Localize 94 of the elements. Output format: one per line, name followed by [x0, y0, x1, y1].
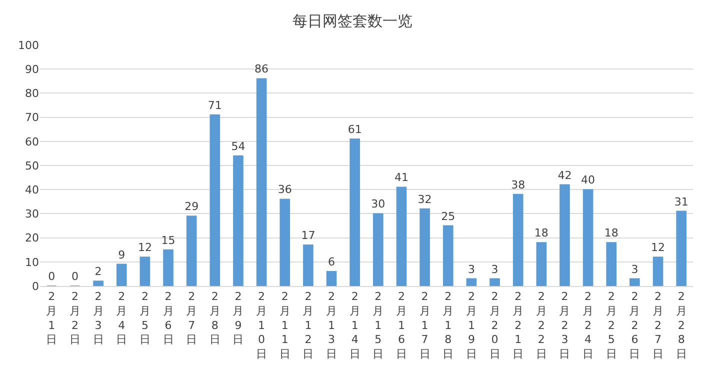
x-tick-label: 2月4日: [116, 290, 128, 346]
x-tick-label: 2月3日: [92, 290, 104, 346]
data-label: 40: [581, 174, 596, 187]
data-label: 31: [674, 195, 688, 208]
data-label: 2: [94, 265, 102, 278]
y-tick-label: 50: [25, 159, 39, 172]
bar: [280, 198, 290, 286]
bar: [210, 114, 220, 286]
x-tick-label: 2月8日: [209, 290, 220, 346]
data-label: 0: [48, 270, 56, 283]
bar: [140, 256, 150, 286]
y-tick-label: 40: [25, 183, 39, 196]
x-tick-label: 2月6日: [162, 290, 174, 346]
x-tick-label: 2月11日: [279, 290, 290, 360]
x-tick-label: 2月20日: [489, 290, 500, 360]
x-tick-label: 2月9日: [232, 290, 244, 346]
x-tick-label: 2月21日: [512, 290, 524, 360]
x-tick-label: 2月12日: [302, 290, 314, 360]
data-label: 15: [161, 234, 176, 247]
bar: [163, 249, 174, 286]
data-label: 71: [208, 98, 222, 112]
x-tick-label: 2月2日: [69, 290, 80, 346]
data-label: 18: [604, 226, 618, 240]
bar: [186, 216, 197, 286]
bar: [676, 210, 686, 286]
x-tick-label: 2月19日: [466, 290, 477, 360]
y-tick-label: 100: [18, 38, 39, 52]
x-tick-label: 2月5日: [139, 290, 150, 346]
data-label: 12: [138, 241, 152, 254]
bar: [256, 78, 267, 286]
data-label: 0: [71, 270, 78, 283]
x-tick-label: 2月26日: [629, 290, 640, 360]
data-label: 36: [278, 183, 292, 196]
bar: [560, 184, 570, 286]
data-label: 32: [418, 192, 432, 206]
data-label: 12: [651, 241, 666, 254]
bar: [630, 278, 640, 286]
x-tick-label: 2月18日: [442, 290, 454, 360]
bar: [512, 194, 524, 286]
y-tick-label: 20: [25, 232, 39, 245]
y-tick-label: 90: [25, 62, 39, 76]
data-label: 3: [631, 262, 638, 276]
x-tick-label: 2月17日: [419, 290, 430, 360]
x-tick-label: 2月23日: [559, 290, 570, 360]
data-label: 18: [534, 226, 548, 240]
bar: [350, 138, 360, 286]
data-label: 3: [491, 262, 498, 276]
data-label: 54: [231, 140, 246, 153]
data-label: 38: [511, 178, 526, 192]
bar: [652, 256, 664, 286]
y-tick-label: 30: [25, 208, 39, 221]
bar: [233, 155, 244, 286]
bar: [303, 244, 314, 286]
x-tick-label: 2月1日: [46, 290, 58, 346]
data-label: 86: [254, 62, 269, 76]
bar: [466, 278, 477, 286]
y-tick-label: 70: [25, 111, 39, 124]
data-label: 29: [184, 200, 199, 214]
y-tick-label: 0: [32, 280, 39, 293]
bar: [326, 271, 337, 286]
x-tick-label: 2月14日: [349, 290, 360, 360]
x-tick-label: 2月25日: [606, 290, 617, 360]
x-tick-label: 2月22日: [536, 290, 547, 360]
data-label: 25: [441, 210, 456, 223]
data-label: 6: [328, 256, 336, 269]
chart-title: 每日网签套数一览: [292, 12, 412, 30]
data-label: 41: [394, 171, 408, 184]
bar: [396, 186, 407, 286]
data-label: 42: [558, 168, 572, 182]
y-tick-label: 80: [25, 87, 39, 100]
x-tick-label: 2月15日: [372, 290, 384, 360]
x-tick-label: 2月16日: [396, 290, 407, 360]
bar: [582, 189, 594, 286]
data-label: 3: [468, 262, 475, 276]
bar: [420, 208, 430, 286]
x-tick-label: 2月27日: [652, 290, 664, 360]
data-label: 30: [371, 198, 386, 211]
bar: [606, 242, 617, 286]
bar: [373, 213, 384, 286]
bar: [93, 280, 104, 286]
y-tick-label: 60: [25, 135, 39, 148]
data-label: 17: [301, 229, 316, 242]
x-tick-label: 2月10日: [256, 290, 268, 360]
bar: [116, 264, 127, 286]
y-tick-label: 10: [25, 256, 39, 269]
x-tick-label: 2月7日: [186, 290, 198, 346]
bar: [536, 242, 547, 286]
bar: [442, 225, 454, 286]
x-tick-label: 2月28日: [676, 290, 687, 360]
data-label: 61: [348, 122, 362, 136]
data-label: 9: [118, 248, 126, 262]
x-tick-label: 2月24日: [582, 290, 594, 360]
bar: [490, 278, 500, 286]
x-tick-label: 2月13日: [326, 290, 338, 360]
